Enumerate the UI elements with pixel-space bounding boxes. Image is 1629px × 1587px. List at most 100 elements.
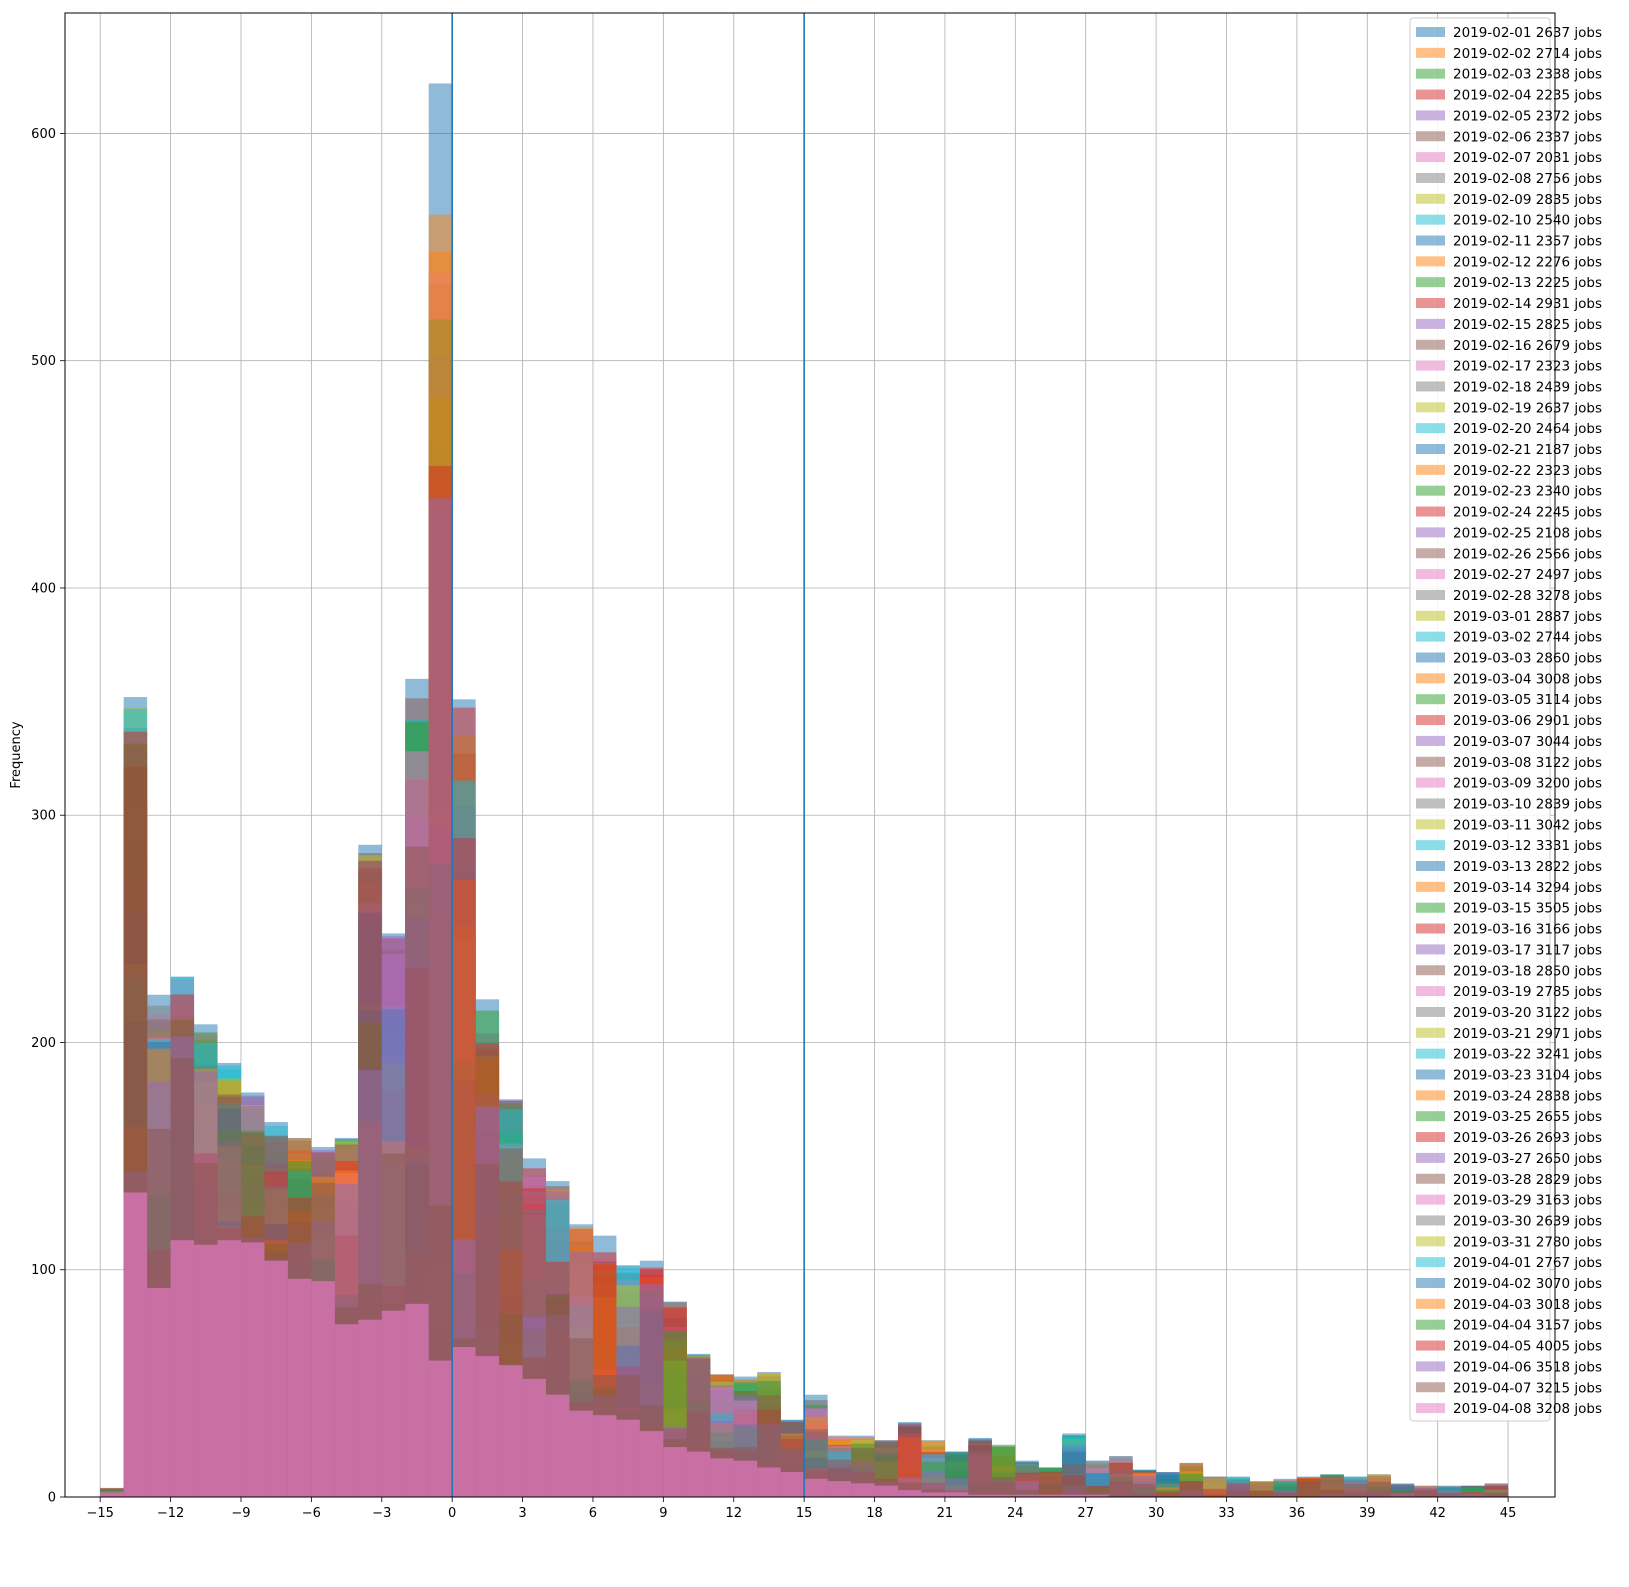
legend-item: 2019-02-12 2276 jobs <box>1416 254 1602 270</box>
histogram-bar <box>1062 1464 1086 1497</box>
histogram-bar <box>170 1240 195 1497</box>
legend-item: 2019-03-05 3114 jobs <box>1416 692 1602 708</box>
legend-label: 2019-02-15 2825 jobs <box>1453 317 1602 333</box>
histogram-bar <box>287 1278 312 1497</box>
histogram-bar <box>780 1472 805 1497</box>
x-tick-label: −12 <box>157 1506 184 1521</box>
legend-item: 2019-03-24 2838 jobs <box>1416 1088 1602 1104</box>
legend-swatch <box>1416 756 1445 767</box>
legend-label: 2019-04-03 3018 jobs <box>1453 1297 1602 1313</box>
x-tick-label: 12 <box>725 1506 742 1521</box>
histogram-bar <box>686 1451 711 1497</box>
legend-swatch <box>1416 506 1445 517</box>
histogram-bar <box>757 1467 781 1497</box>
legend-item: 2019-04-04 3157 jobs <box>1416 1318 1602 1334</box>
legend-swatch <box>1416 485 1445 496</box>
legend-item: 2019-02-26 2566 jobs <box>1416 546 1602 562</box>
legend-label: 2019-02-07 2031 jobs <box>1453 150 1602 166</box>
histogram-bar <box>991 1494 1016 1497</box>
histogram-bars <box>100 83 1509 1498</box>
histogram-bar <box>1085 1494 1110 1497</box>
legend-label: 2019-02-11 2357 jobs <box>1453 234 1602 250</box>
histogram-bar <box>851 1483 875 1497</box>
legend-swatch <box>1416 1048 1445 1059</box>
legend-swatch <box>1416 861 1445 871</box>
histogram-bar <box>592 1415 617 1497</box>
legend-swatch <box>1416 1215 1445 1226</box>
legend-item: 2019-02-06 2337 jobs <box>1416 129 1602 145</box>
histogram-bar <box>264 1260 288 1497</box>
legend-label: 2019-02-20 2464 jobs <box>1453 421 1602 437</box>
legend-item: 2019-02-08 2756 jobs <box>1416 171 1602 187</box>
histogram-bar <box>1249 1490 1274 1497</box>
legend-label: 2019-03-08 3122 jobs <box>1453 755 1602 771</box>
histogram-bar <box>1273 1493 1297 1497</box>
x-tick-label: 33 <box>1218 1506 1235 1521</box>
legend-label: 2019-03-23 3104 jobs <box>1453 1068 1602 1084</box>
legend-swatch <box>1416 1194 1445 1205</box>
legend-label: 2019-02-10 2540 jobs <box>1453 213 1602 229</box>
histogram-bar <box>1038 1494 1063 1497</box>
legend-swatch <box>1416 235 1445 246</box>
legend-item: 2019-02-05 2372 jobs <box>1416 108 1602 124</box>
histogram-bar <box>1437 1486 1462 1497</box>
histogram-bar <box>1109 1462 1133 1497</box>
histogram-bar <box>663 1447 687 1497</box>
histogram-bar <box>475 1356 500 1497</box>
legend-item: 2019-03-22 3241 jobs <box>1416 1047 1602 1063</box>
x-tick-label: 27 <box>1077 1506 1094 1521</box>
histogram-bar <box>264 1260 288 1497</box>
legend-item: 2019-03-13 2822 jobs <box>1416 859 1602 875</box>
histogram-bar <box>1461 1486 1485 1497</box>
legend-swatch <box>1416 1278 1445 1288</box>
histogram-bar <box>100 1492 124 1497</box>
legend-label: 2019-03-11 3042 jobs <box>1453 817 1602 833</box>
x-tick-label: 21 <box>937 1506 954 1521</box>
histogram-bar <box>334 1324 359 1497</box>
legend-swatch <box>1416 444 1445 454</box>
legend-item: 2019-02-15 2825 jobs <box>1416 317 1602 333</box>
legend-item: 2019-02-03 2338 jobs <box>1416 67 1602 83</box>
legend-label: 2019-03-28 2829 jobs <box>1453 1172 1602 1188</box>
plot-frame <box>64 12 1556 1498</box>
legend-item: 2019-04-05 4005 jobs <box>1416 1339 1602 1355</box>
histogram-bar <box>874 1485 898 1497</box>
histogram-bar <box>921 1492 945 1497</box>
legend-swatch <box>1416 735 1445 746</box>
legend-swatch <box>1416 569 1445 580</box>
legend-swatch <box>1416 589 1445 600</box>
legend-swatch <box>1416 193 1445 204</box>
reference-lines <box>451 13 805 1497</box>
legend-label: 2019-02-08 2756 jobs <box>1453 171 1602 187</box>
y-axis-ticks: 0 100 200 300 400 500 600 <box>31 127 65 1506</box>
legend-label: 2019-03-30 2639 jobs <box>1453 1213 1602 1229</box>
histogram-bar <box>874 1441 898 1497</box>
legend-swatch <box>1416 1069 1445 1080</box>
legend-item: 2019-03-16 3166 jobs <box>1416 922 1602 938</box>
legend-item: 2019-02-07 2031 jobs <box>1416 150 1602 166</box>
x-tick-label: 39 <box>1359 1506 1376 1521</box>
legend-item: 2019-03-04 3008 jobs <box>1416 671 1602 687</box>
legend-swatch <box>1416 47 1445 58</box>
x-tick-label: 30 <box>1148 1506 1165 1521</box>
legend-item: 2019-04-06 3518 jobs <box>1416 1359 1602 1375</box>
histogram-bar <box>1296 1481 1321 1497</box>
histogram-bar <box>475 1356 500 1497</box>
histogram-bar <box>827 1481 852 1497</box>
legend-swatch <box>1416 1298 1445 1309</box>
legend-label: 2019-02-17 2323 jobs <box>1453 359 1602 375</box>
legend-label: 2019-02-02 2714 jobs <box>1453 46 1602 62</box>
histogram-bar <box>616 1419 640 1497</box>
histogram-bar <box>851 1483 875 1497</box>
legend-item: 2019-04-07 3215 jobs <box>1416 1380 1602 1396</box>
legend-item: 2019-02-20 2464 jobs <box>1416 421 1602 437</box>
x-tick-label: 45 <box>1500 1506 1517 1521</box>
legend-label: 2019-02-04 2235 jobs <box>1453 88 1602 104</box>
legend-swatch <box>1416 944 1445 955</box>
x-tick-label: 24 <box>1007 1506 1024 1521</box>
legend-item: 2019-03-23 3104 jobs <box>1416 1068 1602 1084</box>
legend-item: 2019-03-27 2650 jobs <box>1416 1151 1602 1167</box>
legend-swatch <box>1416 89 1445 100</box>
legend-label: 2019-02-16 2679 jobs <box>1453 338 1602 354</box>
